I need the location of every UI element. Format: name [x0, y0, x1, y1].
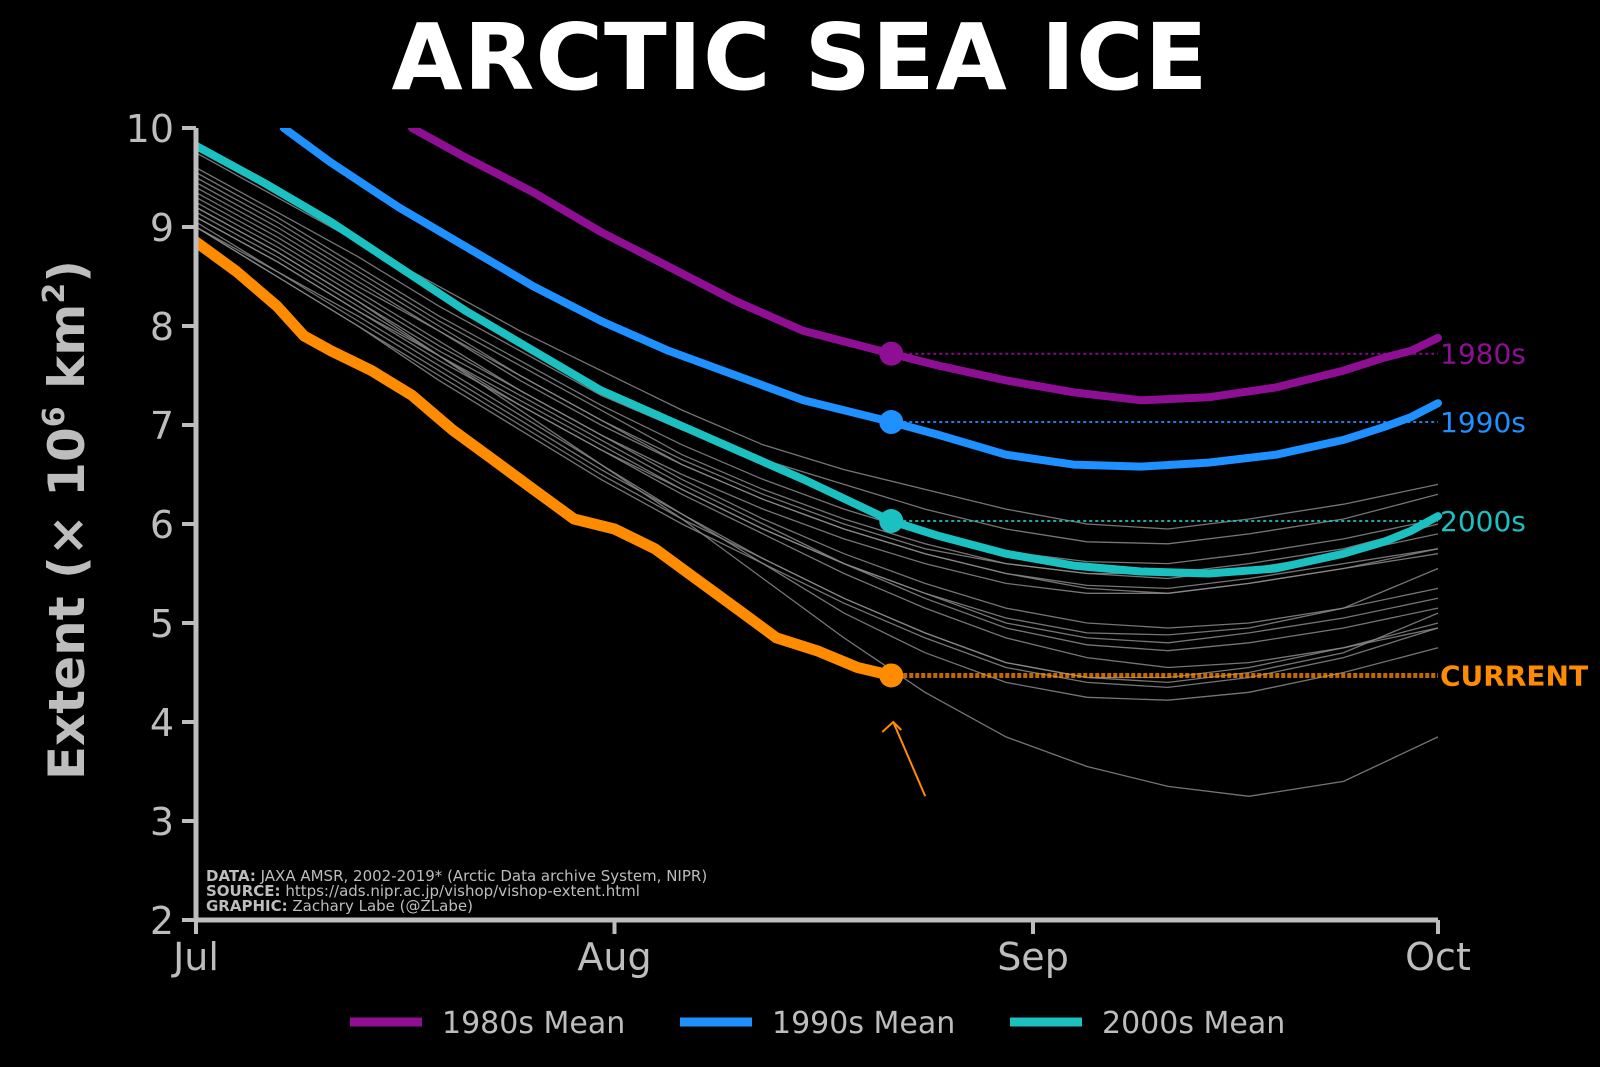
series-line-1980s: [408, 128, 1442, 405]
series-lines: [196, 128, 1442, 681]
end-label-1980s: 1980s: [1440, 338, 1526, 371]
year-line-2012: [196, 221, 1439, 797]
marker-2000s: [879, 509, 904, 534]
y-tick-label-2: 2: [150, 899, 174, 943]
y-tick-label-3: 3: [150, 800, 174, 844]
marker-1990s: [879, 410, 904, 435]
credits: DATA: JAXA AMSR, 2002-2019* (Arctic Data…: [206, 867, 707, 915]
credit-graphic: GRAPHIC: Zachary Labe (@ZLabe): [206, 897, 473, 915]
chart-title: ARCTIC SEA ICE: [391, 4, 1209, 111]
y-tick-label-7: 7: [150, 404, 174, 448]
series-line-current: [196, 236, 897, 681]
year-line-2005: [196, 181, 1439, 590]
marker-current: [879, 663, 904, 688]
legend-label-1980s: 1980s Mean: [442, 1006, 625, 1041]
series-layer: 1980s 1990s 2000s CURRENT: [196, 128, 1588, 797]
y-tick-label-10: 10: [126, 107, 174, 151]
year-line-2015: [196, 211, 1439, 669]
year-line-2017: [196, 206, 1439, 652]
end-label-2000s: 2000s: [1440, 505, 1526, 538]
legend-label-2000s: 2000s Mean: [1102, 1006, 1285, 1041]
x-tick-label-aug: Aug: [577, 935, 651, 979]
current-arrow: [881, 720, 927, 797]
x-tick-label-oct: Oct: [1405, 935, 1471, 979]
year-line-2004: [196, 171, 1439, 565]
y-tick-label-9: 9: [150, 206, 174, 250]
legend-label-1990s: 1990s Mean: [772, 1006, 955, 1041]
credit-source: SOURCE: https://ads.nipr.ac.jp/vishop/vi…: [206, 882, 640, 900]
axes: 2 3 4 5 6 7 8 9 10 Jul Aug Sep Oct: [126, 107, 1471, 979]
year-line-2008: [196, 196, 1439, 629]
reference-lines-layer: [891, 352, 1438, 678]
year-line-2016: [196, 226, 1439, 684]
end-label-current: CURRENT: [1440, 659, 1588, 692]
y-tick-label-5: 5: [150, 602, 174, 646]
marker-1980s: [879, 341, 904, 366]
series-line-1990s: [279, 128, 1442, 471]
year-line-2003: [196, 167, 1439, 545]
y-axis-label: Extent (× 106 km2): [37, 260, 96, 780]
end-label-1990s: 1990s: [1440, 406, 1526, 439]
year-line-2013: [196, 191, 1439, 575]
year-line-2014: [196, 201, 1439, 594]
year-line-2018: [196, 216, 1439, 636]
year-line-2011: [196, 226, 1439, 679]
y-tick-label-4: 4: [150, 701, 174, 745]
credit-data: DATA: JAXA AMSR, 2002-2019* (Arctic Data…: [206, 867, 707, 885]
x-tick-label-jul: Jul: [171, 935, 219, 979]
year-line-2019: [196, 226, 1439, 689]
y-tick-label-6: 6: [150, 503, 174, 547]
year-line-2007: [196, 206, 1439, 701]
x-tick-label-sep: Sep: [997, 935, 1069, 979]
y-tick-label-8: 8: [150, 305, 174, 349]
legend: 1980s Mean 1990s Mean 2000s Mean: [350, 1006, 1285, 1041]
historical-years-layer: [196, 152, 1439, 797]
